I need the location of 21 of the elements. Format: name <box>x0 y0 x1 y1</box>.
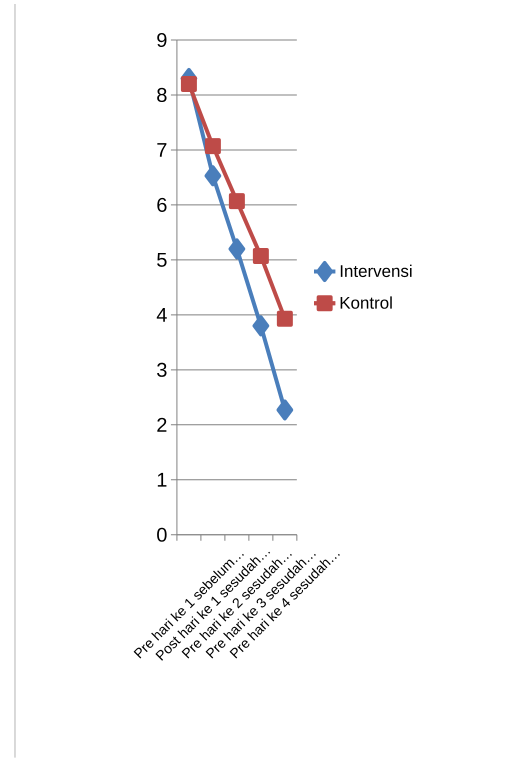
point <box>228 238 246 260</box>
y-tick-label: 6 <box>157 198 167 212</box>
y-tick-label: 0 <box>157 528 167 542</box>
y-tick-label: 3 <box>157 362 167 377</box>
y-tick-label: 5 <box>157 252 167 267</box>
point <box>252 248 269 264</box>
legend-label: Kontrol <box>340 296 392 309</box>
point <box>252 315 270 336</box>
y-tick-label: 7 <box>157 143 167 157</box>
point <box>204 165 222 186</box>
point <box>276 399 294 420</box>
y-tick-label: 1 <box>158 472 167 487</box>
point <box>205 138 222 154</box>
point <box>276 310 293 327</box>
point <box>229 193 246 210</box>
y-tick-label: 2 <box>157 418 167 432</box>
legend-label: Intervensi <box>340 264 412 278</box>
y-tick-label: 9 <box>157 32 167 48</box>
y-tick-label: 4 <box>156 308 167 322</box>
point <box>181 76 198 92</box>
y-tick-label: 8 <box>157 88 167 102</box>
